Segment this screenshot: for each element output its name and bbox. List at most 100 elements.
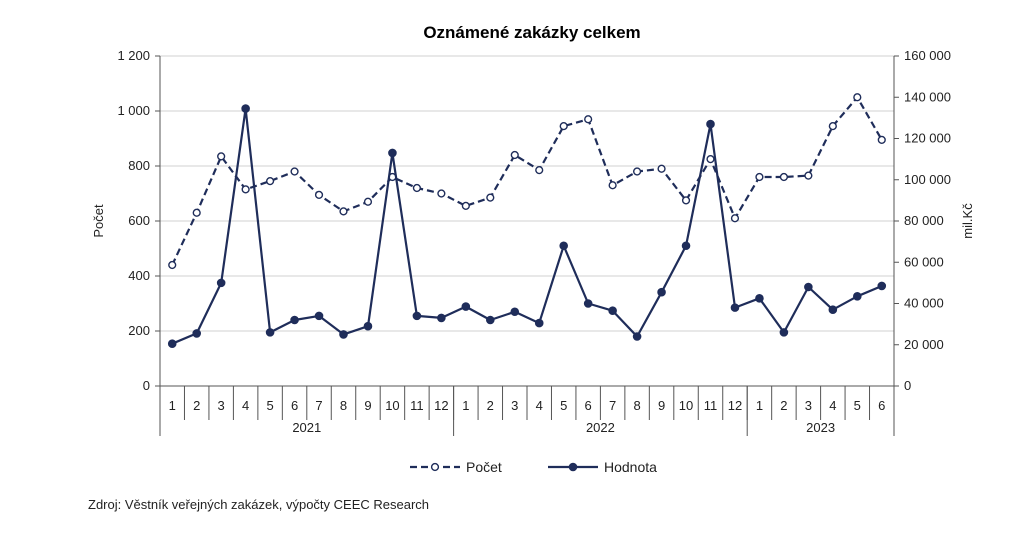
x-tick-label: 4 xyxy=(829,398,836,413)
x-tick-label: 1 xyxy=(169,398,176,413)
data-point xyxy=(632,332,642,341)
data-point xyxy=(755,294,764,303)
x-tick-label: 5 xyxy=(854,398,861,413)
series-layer xyxy=(167,93,887,349)
data-point xyxy=(559,241,569,251)
right-y-ticks: 0 20 000 40 000 60 000 80 000 100 000 120 000 1… xyxy=(904,48,951,393)
data-point xyxy=(877,135,886,144)
data-point xyxy=(583,299,593,308)
left-tick-label: 1 200 xyxy=(117,48,150,63)
series-2 xyxy=(167,104,887,349)
data-point xyxy=(241,185,250,194)
data-point xyxy=(730,214,740,223)
right-tick-label: 60 000 xyxy=(904,254,944,269)
data-point xyxy=(657,164,666,173)
data-point xyxy=(608,306,617,316)
x-tick-label: 12 xyxy=(434,398,448,413)
legend-label: Počet xyxy=(466,459,502,475)
data-point xyxy=(192,329,201,338)
x-tick-label: 10 xyxy=(679,398,693,413)
right-tick-label: 100 000 xyxy=(904,172,951,187)
series-1 xyxy=(168,93,886,270)
x-tick-label: 2 xyxy=(193,398,200,413)
source-note: Zdroj: Věstník veřejných zakázek, výpočt… xyxy=(88,497,430,512)
left-tick-label: 400 xyxy=(128,268,150,283)
legend-label: Hodnota xyxy=(604,459,657,475)
x-tick-label: 9 xyxy=(658,398,665,413)
data-point xyxy=(755,172,764,182)
right-tick-label: 80 000 xyxy=(904,213,944,228)
data-point xyxy=(681,196,691,205)
data-point xyxy=(461,302,471,311)
data-point xyxy=(486,315,495,325)
data-point xyxy=(804,282,813,292)
x-tick-label: 7 xyxy=(315,398,322,413)
left-axis-label: Počet xyxy=(91,204,106,238)
data-point xyxy=(828,305,838,314)
data-point xyxy=(853,291,862,301)
data-point xyxy=(339,207,348,216)
data-point xyxy=(168,260,177,270)
data-point xyxy=(534,318,544,328)
left-tick-label: 600 xyxy=(128,213,150,228)
legend-marker xyxy=(568,462,578,472)
year-label: 2021 xyxy=(292,420,321,435)
x-tick-label: 3 xyxy=(805,398,812,413)
data-point xyxy=(779,172,789,182)
data-point xyxy=(730,303,740,312)
left-tick-label: 200 xyxy=(128,323,150,338)
data-point xyxy=(535,166,544,175)
x-tick-label: 2 xyxy=(780,398,787,413)
data-point xyxy=(314,190,324,199)
left-tick-label: 0 xyxy=(143,378,150,393)
x-axis: 1 2 3 4 5 6 7 8 9 10 11 12 1 2 3 4 5 6 7 8 9 10 11 12 1 2 3 4 5 62021… xyxy=(159,386,895,436)
data-point xyxy=(877,281,887,291)
data-point xyxy=(167,339,177,349)
series-line xyxy=(171,96,883,266)
data-point xyxy=(510,307,520,317)
x-tick-label: 4 xyxy=(536,398,543,413)
data-point xyxy=(706,155,715,164)
x-tick-label: 11 xyxy=(704,398,718,413)
data-point xyxy=(584,115,593,124)
data-point xyxy=(486,193,495,202)
grid xyxy=(160,55,894,332)
data-point xyxy=(265,328,275,337)
data-point xyxy=(706,119,715,129)
year-label: 2022 xyxy=(586,420,615,435)
data-point xyxy=(388,148,397,158)
right-tick-label: 0 xyxy=(904,378,911,393)
x-tick-label: 3 xyxy=(511,398,518,413)
data-point xyxy=(804,171,813,180)
right-tick-label: 160 000 xyxy=(904,48,951,63)
data-point xyxy=(559,122,568,131)
x-tick-label: 2 xyxy=(487,398,494,413)
legend-item: Hodnota xyxy=(548,459,657,475)
data-point xyxy=(216,278,226,288)
series-line xyxy=(171,107,883,345)
data-point xyxy=(632,167,642,176)
x-tick-label: 12 xyxy=(728,398,742,413)
x-tick-label: 1 xyxy=(462,398,469,413)
year-label: 2023 xyxy=(806,420,835,435)
data-point xyxy=(290,167,299,176)
right-tick-label: 40 000 xyxy=(904,296,944,311)
right-axis-label: mil.Kč xyxy=(960,203,975,239)
data-point xyxy=(461,201,470,210)
data-point xyxy=(241,104,250,113)
x-tick-label: 7 xyxy=(609,398,616,413)
legend-marker xyxy=(430,462,440,472)
x-tick-label: 11 xyxy=(410,398,424,413)
left-tick-label: 800 xyxy=(128,158,150,173)
x-tick-label: 3 xyxy=(218,398,225,413)
data-point xyxy=(363,197,373,206)
right-tick-label: 120 000 xyxy=(904,131,951,146)
x-tick-label: 6 xyxy=(878,398,885,413)
x-tick-label: 4 xyxy=(242,398,249,413)
data-point xyxy=(681,241,691,251)
legend: Počet Hodnota xyxy=(410,459,657,475)
data-point xyxy=(192,208,201,217)
data-point xyxy=(657,287,666,297)
x-tick-label: 8 xyxy=(633,398,640,413)
